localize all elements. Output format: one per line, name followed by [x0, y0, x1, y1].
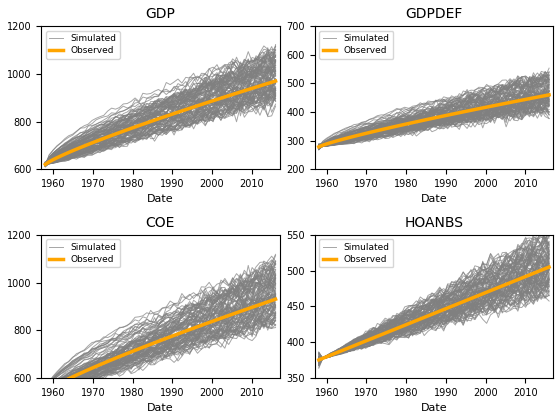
Simulated — [108, 366, 115, 371]
Simulated — [116, 130, 123, 135]
Observed — [186, 106, 193, 111]
X-axis label: Date: Date — [421, 403, 447, 413]
Line: Simulated: Simulated — [45, 66, 276, 163]
Simulated — [390, 324, 396, 329]
Observed — [394, 326, 400, 331]
Line: Observed: Observed — [319, 267, 549, 360]
Simulated — [108, 131, 115, 136]
Title: COE: COE — [146, 215, 175, 230]
Simulated — [374, 333, 381, 339]
Simulated — [354, 341, 361, 346]
Legend: Simulated, Observed: Simulated, Observed — [319, 239, 393, 268]
Simulated — [120, 362, 127, 367]
Observed — [108, 133, 115, 138]
Observed — [81, 369, 88, 374]
Simulated — [354, 129, 361, 134]
Observed — [382, 331, 389, 336]
Simulated — [81, 377, 88, 382]
Observed — [394, 123, 400, 129]
Line: Observed: Observed — [45, 81, 276, 164]
Line: Simulated: Simulated — [319, 257, 549, 363]
Observed — [100, 136, 107, 141]
Simulated — [315, 360, 322, 365]
Observed — [354, 341, 361, 346]
Line: Simulated: Simulated — [45, 295, 276, 393]
Simulated — [394, 324, 400, 329]
Title: GDPDEF: GDPDEF — [405, 7, 463, 21]
Observed — [186, 327, 193, 332]
Observed — [100, 360, 107, 365]
Observed — [108, 357, 115, 362]
Observed — [315, 144, 322, 150]
Simulated — [272, 304, 279, 309]
Simulated — [42, 161, 49, 166]
Observed — [272, 79, 279, 84]
Simulated — [116, 363, 123, 368]
X-axis label: Date: Date — [421, 194, 447, 205]
Title: HOANBS: HOANBS — [404, 215, 464, 230]
Title: GDP: GDP — [146, 7, 175, 21]
Line: Observed: Observed — [45, 299, 276, 392]
Simulated — [460, 297, 466, 302]
Observed — [546, 92, 553, 97]
Simulated — [256, 63, 263, 68]
Simulated — [390, 117, 396, 122]
Simulated — [186, 97, 193, 102]
Observed — [272, 297, 279, 302]
Simulated — [394, 115, 400, 120]
Simulated — [382, 329, 389, 334]
Observed — [116, 130, 123, 135]
Observed — [374, 128, 381, 133]
Simulated — [315, 143, 322, 148]
Simulated — [100, 370, 107, 375]
Simulated — [542, 255, 549, 260]
Observed — [390, 328, 396, 333]
X-axis label: Date: Date — [147, 403, 174, 413]
Observed — [42, 389, 49, 394]
Simulated — [268, 293, 275, 298]
Observed — [354, 133, 361, 138]
Observed — [460, 109, 466, 114]
Simulated — [120, 127, 127, 132]
Legend: Simulated, Observed: Simulated, Observed — [319, 31, 393, 59]
Observed — [120, 352, 127, 357]
Observed — [390, 124, 396, 129]
Simulated — [272, 66, 279, 71]
Observed — [460, 299, 466, 304]
Simulated — [460, 100, 466, 105]
Simulated — [374, 121, 381, 126]
Simulated — [100, 136, 107, 142]
Line: Simulated: Simulated — [319, 73, 549, 145]
Observed — [546, 265, 553, 270]
Simulated — [81, 145, 88, 150]
Observed — [42, 162, 49, 167]
X-axis label: Date: Date — [147, 194, 174, 205]
Legend: Simulated, Observed: Simulated, Observed — [46, 239, 120, 268]
Observed — [120, 129, 127, 134]
Simulated — [546, 71, 553, 76]
Observed — [374, 334, 381, 339]
Line: Observed: Observed — [319, 95, 549, 147]
Observed — [382, 126, 389, 131]
Simulated — [186, 330, 193, 335]
Observed — [116, 354, 123, 359]
Simulated — [546, 255, 553, 260]
Simulated — [42, 391, 49, 396]
Simulated — [382, 122, 389, 127]
Observed — [315, 357, 322, 362]
Observed — [81, 144, 88, 149]
Legend: Simulated, Observed: Simulated, Observed — [46, 31, 120, 59]
